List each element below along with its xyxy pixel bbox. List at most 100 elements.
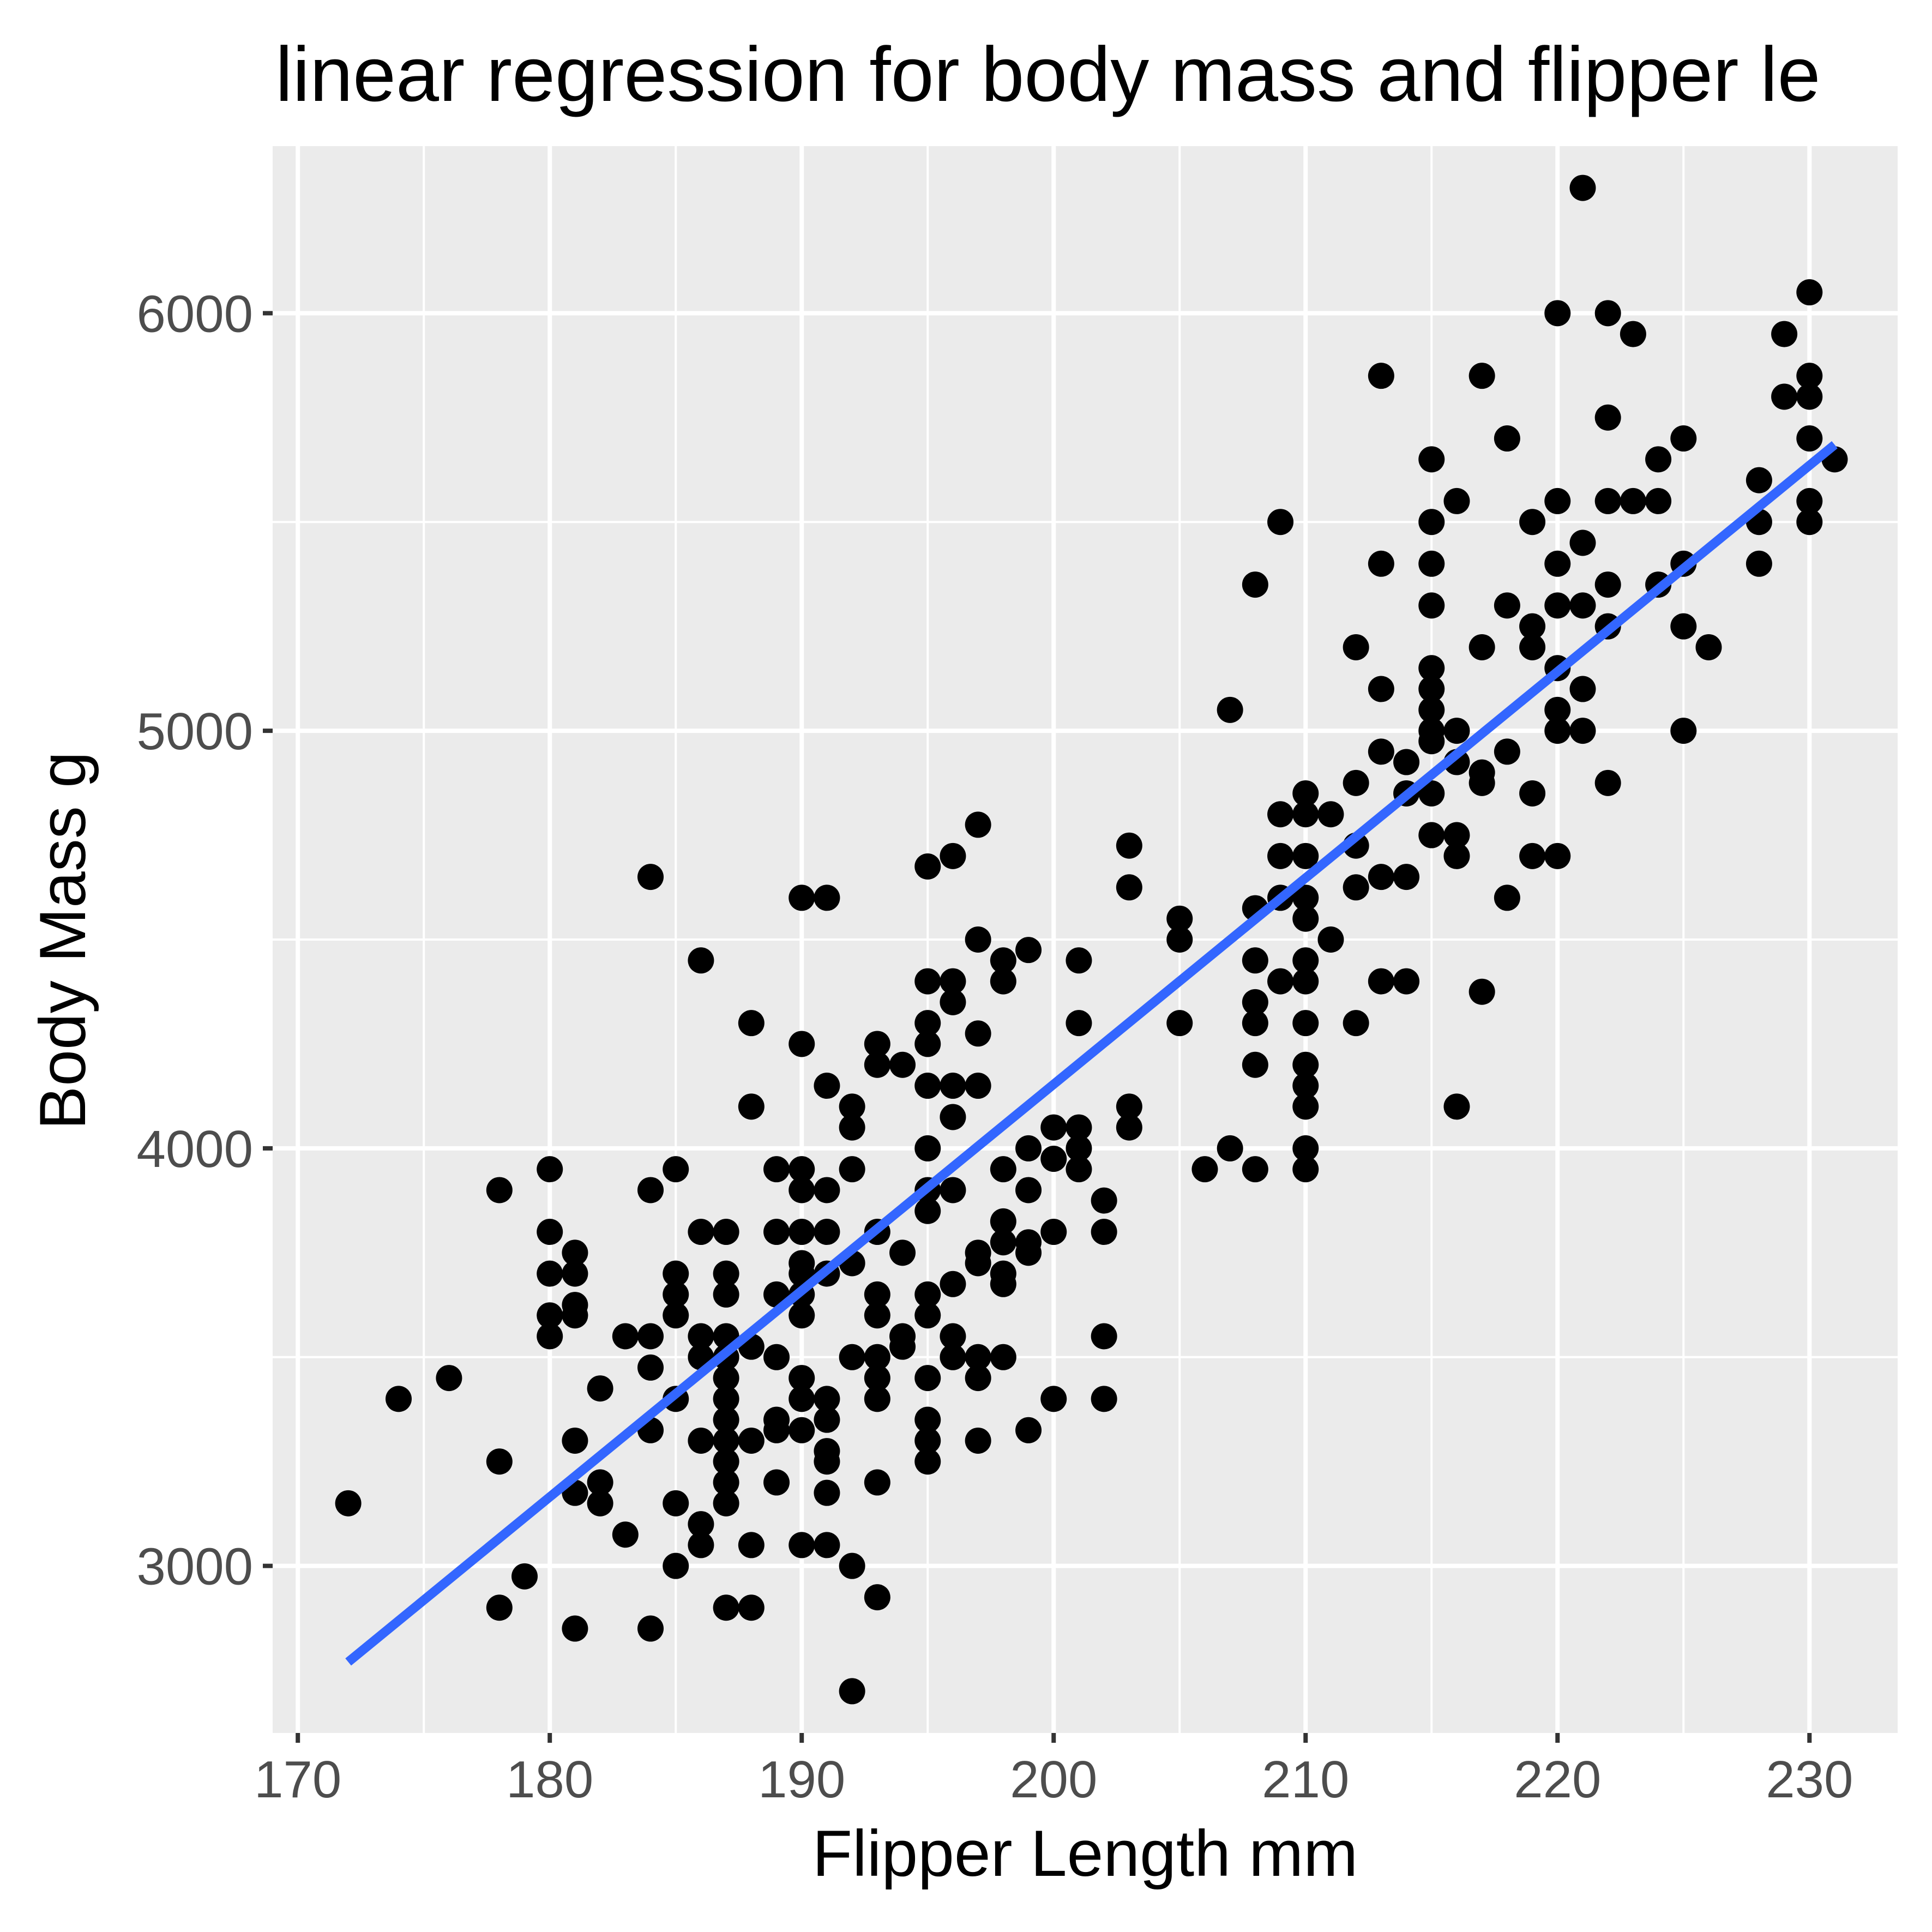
data-point: [1292, 801, 1319, 828]
data-point: [914, 853, 941, 880]
data-point: [940, 968, 966, 995]
y-axis-title: Body Mass g: [26, 751, 99, 1130]
data-point: [839, 1552, 865, 1579]
data-point: [914, 1031, 941, 1057]
data-point: [562, 1615, 588, 1642]
data-point: [637, 1177, 664, 1203]
data-point: [1418, 655, 1445, 682]
data-point: [486, 1448, 513, 1475]
data-point: [1544, 718, 1571, 744]
data-point: [889, 1333, 916, 1360]
x-tick-label: 190: [758, 1750, 845, 1809]
data-point: [1040, 1114, 1067, 1141]
data-point: [1191, 1156, 1218, 1183]
data-point: [1368, 864, 1394, 890]
data-point: [1796, 279, 1823, 306]
data-point: [864, 1051, 890, 1078]
data-point: [1267, 842, 1294, 869]
data-point: [1620, 321, 1646, 347]
data-point: [1343, 874, 1369, 901]
data-point: [965, 811, 991, 838]
data-point: [713, 1427, 739, 1454]
data-point: [1040, 1146, 1067, 1172]
data-point: [1796, 509, 1823, 535]
data-point: [537, 1260, 563, 1287]
data-point: [914, 1427, 941, 1454]
chart-title: linear regression for body mass and flip…: [275, 31, 1821, 118]
data-point: [864, 1584, 890, 1611]
data-point: [663, 1552, 689, 1579]
data-point: [1771, 321, 1798, 347]
data-point: [1242, 1051, 1268, 1078]
data-point: [864, 1281, 890, 1308]
x-tick-label: 200: [1010, 1750, 1097, 1809]
data-point: [562, 1260, 588, 1287]
data-point: [1166, 926, 1193, 953]
data-point: [1418, 550, 1445, 577]
data-point: [562, 1302, 588, 1329]
data-point: [990, 1156, 1016, 1183]
data-point: [940, 1073, 966, 1099]
data-point: [663, 1156, 689, 1183]
data-point: [1418, 592, 1445, 619]
data-point: [713, 1365, 739, 1392]
data-point: [763, 1156, 790, 1183]
data-point: [1569, 676, 1596, 702]
data-point: [386, 1386, 412, 1412]
data-point: [763, 1344, 790, 1370]
data-point: [1242, 571, 1268, 598]
data-point: [537, 1219, 563, 1245]
data-point: [1443, 822, 1470, 848]
data-point: [940, 1323, 966, 1350]
data-point: [1645, 446, 1672, 473]
y-tick-label: 3000: [136, 1538, 253, 1596]
data-point: [713, 1594, 739, 1621]
data-point: [789, 1532, 815, 1558]
data-point: [1544, 592, 1571, 619]
data-point: [1015, 937, 1042, 964]
data-point: [940, 842, 966, 869]
data-point: [1645, 487, 1672, 514]
data-point: [1066, 1156, 1092, 1183]
data-point: [1544, 696, 1571, 723]
data-point: [1594, 769, 1621, 796]
data-point: [1040, 1219, 1067, 1245]
data-point: [1317, 801, 1344, 828]
data-point: [1116, 1114, 1142, 1141]
data-point: [1418, 780, 1445, 806]
data-point: [1796, 425, 1823, 452]
data-point: [965, 1250, 991, 1277]
data-point: [1418, 446, 1445, 473]
data-point: [965, 1020, 991, 1047]
data-point: [864, 1302, 890, 1329]
data-point: [1670, 613, 1697, 640]
data-point: [814, 1532, 840, 1558]
data-point: [1519, 842, 1546, 869]
data-point: [663, 1490, 689, 1516]
data-point: [1771, 383, 1798, 410]
regression-line: [345, 441, 1838, 1666]
data-point: [1166, 905, 1193, 932]
data-point: [1116, 874, 1142, 901]
data-point: [1015, 1135, 1042, 1161]
data-point: [1418, 822, 1445, 848]
data-point: [713, 1469, 739, 1496]
x-tick-label: 220: [1514, 1750, 1601, 1809]
data-point: [814, 1479, 840, 1506]
data-point: [562, 1239, 588, 1266]
data-point: [1443, 718, 1470, 744]
data-point: [1594, 487, 1621, 514]
data-point: [1292, 842, 1319, 869]
data-point: [1091, 1219, 1117, 1245]
data-point: [940, 1177, 966, 1203]
data-point: [1368, 550, 1394, 577]
data-point: [612, 1521, 639, 1548]
data-point: [1217, 696, 1243, 723]
data-point: [789, 884, 815, 911]
x-tick-label: 210: [1262, 1750, 1349, 1809]
data-point: [713, 1386, 739, 1412]
data-point: [587, 1469, 613, 1496]
data-point: [335, 1490, 362, 1516]
data-point: [1217, 1135, 1243, 1161]
